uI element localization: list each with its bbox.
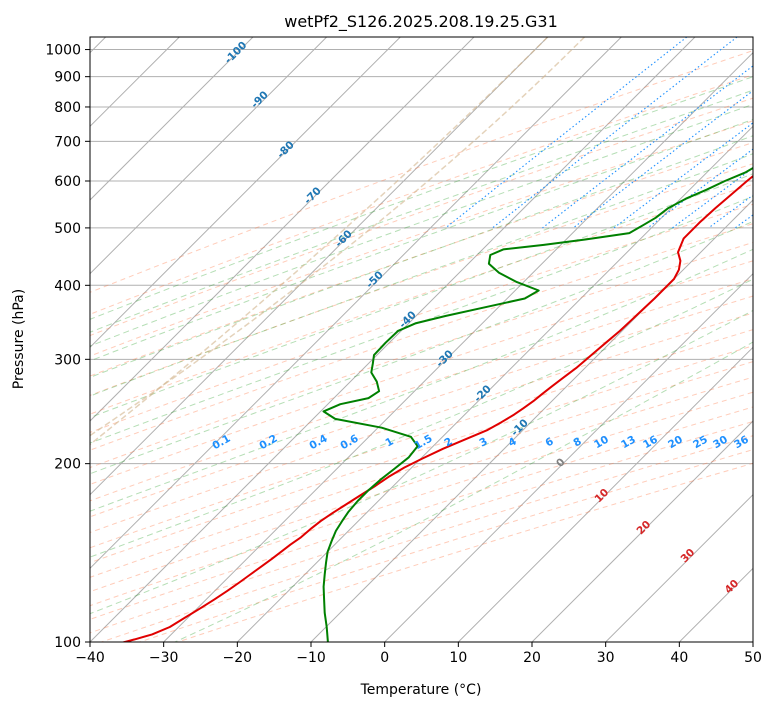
isotherm-line — [457, 346, 753, 642]
x-tick-label: 30 — [597, 650, 615, 666]
dry-adiabat — [90, 241, 753, 469]
isotherm-line — [90, 37, 475, 422]
x-tick-label: 20 — [523, 650, 541, 666]
isotherm-line — [90, 37, 696, 642]
plot-frame — [89, 36, 754, 643]
temperature-profile — [120, 174, 753, 642]
y-tick-label: 700 — [54, 134, 81, 150]
isotherm-line — [531, 420, 753, 642]
sounding-profiles — [120, 166, 753, 642]
isotherm-line — [90, 37, 622, 570]
dry-adiabat — [90, 295, 753, 518]
isotherm-line — [605, 493, 753, 642]
isotherm-line — [163, 51, 753, 642]
dry-adiabat — [90, 50, 753, 293]
y-axis-ticks: 100 200 300 400 500 600 700 800 900 1000 — [45, 43, 90, 651]
dry-adiabat — [90, 163, 753, 396]
x-tick-label: 0 — [380, 650, 389, 666]
dry-adiabat — [90, 142, 753, 377]
x-tick-label: 10 — [449, 650, 467, 666]
y-tick-label: 1000 — [45, 43, 81, 59]
x-tick-label: 40 — [670, 650, 688, 666]
y-tick-label: 800 — [54, 100, 81, 116]
chart-title: wetPf2_S126.2025.208.19.25.G31 — [284, 12, 558, 32]
y-tick-label: 600 — [54, 174, 81, 190]
moist-adiabat — [90, 76, 753, 320]
moist-adiabat — [90, 278, 753, 558]
moist-adiabat — [90, 118, 753, 362]
mixing-ratio-line — [492, 37, 738, 229]
mixing-ratio-line — [572, 90, 753, 229]
isotherm-line — [384, 272, 753, 642]
moist-adiabat — [90, 195, 753, 444]
x-axis-title: Temperature (°C) — [360, 682, 482, 698]
isotherm-line — [90, 37, 401, 349]
dry-adiabat — [90, 391, 753, 607]
dry-adiabat — [90, 376, 753, 593]
x-axis-ticks: −40 −30 −20 −10 0 10 20 30 40 50 — [75, 642, 762, 666]
tan-curve — [90, 37, 586, 437]
y-tick-label: 500 — [54, 221, 81, 237]
x-tick-label: −10 — [296, 650, 326, 666]
y-tick-label: 100 — [54, 635, 81, 651]
isotherm-line — [752, 641, 753, 642]
moist-adiabat — [90, 173, 753, 419]
x-tick-label: 50 — [744, 650, 762, 666]
mixing-ratio-line — [542, 65, 753, 229]
moist-adiabat — [90, 153, 753, 397]
isotherm-line — [236, 125, 753, 642]
moist-adiabat — [90, 89, 753, 333]
dry-adiabat — [90, 345, 753, 564]
isotherm-line — [90, 37, 328, 275]
tan-curve — [90, 37, 549, 446]
grid-lines — [90, 37, 753, 642]
dry-adiabat — [90, 203, 753, 433]
isotherm-line — [90, 37, 549, 496]
y-tick-label: 400 — [54, 278, 81, 294]
background-isopleths — [90, 37, 753, 642]
x-tick-label: −40 — [75, 650, 105, 666]
dry-adiabat — [90, 329, 753, 549]
dewpoint-profile — [322, 166, 753, 642]
plot-background — [90, 37, 753, 642]
x-tick-label: −20 — [223, 650, 253, 666]
y-axis-title: Pressure (hPa) — [11, 289, 27, 389]
isotherm-line — [310, 199, 753, 642]
y-tick-label: 200 — [54, 457, 81, 473]
y-tick-label: 900 — [54, 70, 81, 86]
x-tick-label: −30 — [149, 650, 179, 666]
dry-adiabat — [90, 183, 753, 415]
y-tick-label: 300 — [54, 352, 81, 368]
mixing-ratio-line — [672, 167, 753, 229]
dry-adiabat — [90, 260, 753, 485]
dry-adiabat — [90, 97, 753, 337]
isotherm-line — [90, 37, 254, 201]
